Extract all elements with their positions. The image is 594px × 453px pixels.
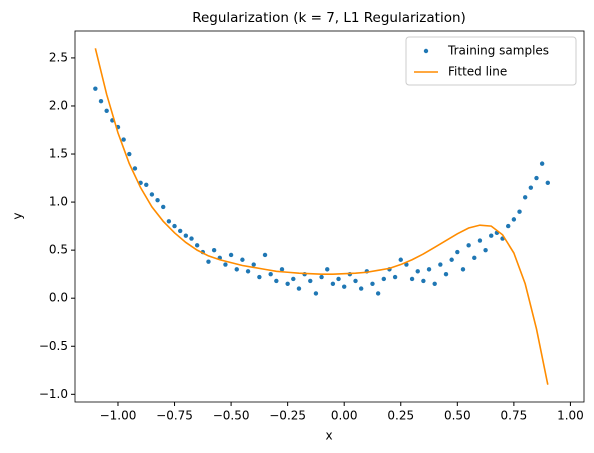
scatter-point — [166, 219, 172, 224]
scatter-point — [93, 86, 98, 91]
scatter-point — [223, 262, 228, 267]
y-tick-label: 1.0 — [49, 195, 68, 209]
scatter-point — [257, 274, 262, 280]
scatter-point — [183, 233, 189, 238]
x-axis-label: x — [325, 429, 332, 443]
scatter-point — [121, 137, 126, 142]
scatter-point — [432, 281, 437, 286]
x-tick-label: 0.75 — [501, 409, 528, 423]
y-tick-label: 2.0 — [49, 98, 68, 112]
scatter-point — [539, 161, 545, 166]
scatter-point — [177, 228, 183, 234]
scatter-point — [325, 267, 330, 272]
scatter-point — [517, 209, 522, 214]
legend-label: Training samples — [447, 44, 549, 58]
legend-label: Fitted line — [448, 65, 507, 79]
y-tick-label: 2.5 — [49, 50, 68, 64]
scatter-point — [511, 217, 517, 222]
scatter-point — [127, 151, 132, 157]
y-tick-label: −0.5 — [39, 339, 68, 353]
x-tick-label: 0.50 — [444, 409, 471, 423]
scatter-point — [370, 281, 375, 286]
scatter-point — [455, 249, 460, 255]
x-tick-label: −1.00 — [100, 409, 137, 423]
scatter-point — [358, 286, 364, 291]
scatter-point — [155, 197, 160, 203]
scatter-point — [443, 271, 449, 277]
scatter-point — [296, 286, 302, 291]
scatter-point — [285, 281, 290, 286]
legend-box — [405, 36, 577, 86]
scatter-point — [194, 243, 200, 248]
scatter-point — [228, 252, 234, 258]
axes-frame — [74, 30, 585, 403]
scatter-point — [353, 278, 358, 284]
fitted-line — [94, 48, 549, 385]
scatter-point — [421, 278, 426, 284]
y-axis-label: y — [11, 212, 25, 219]
scatter-point — [104, 108, 109, 113]
scatter-point — [262, 252, 268, 258]
scatter-point — [409, 276, 415, 282]
scatter-point — [308, 278, 313, 284]
scatter-point — [189, 236, 194, 241]
scatter-point — [251, 262, 256, 267]
scatter-point — [522, 195, 528, 200]
y-tick-label: 1.5 — [49, 147, 68, 161]
x-tick-label: 0.00 — [331, 409, 358, 423]
scatter-point — [466, 243, 471, 248]
scatter-point — [545, 180, 551, 186]
legend-marker — [423, 48, 429, 54]
scatter-point — [161, 204, 166, 210]
scatter-point — [245, 269, 251, 274]
scatter-point — [132, 166, 138, 171]
scatter-point — [342, 284, 347, 289]
scatter-point — [240, 257, 245, 262]
scatter-point — [392, 274, 398, 280]
y-tick-label: −1.0 — [39, 387, 68, 401]
scatter-point — [144, 182, 149, 187]
scatter-point — [291, 276, 296, 282]
scatter-point — [438, 262, 443, 267]
scatter-point — [528, 185, 534, 190]
scatter-point — [472, 255, 477, 261]
scatter-point — [279, 267, 285, 272]
scatter-point — [415, 269, 420, 274]
scatter-point — [268, 271, 273, 277]
chart-title: Regularization (k = 7, L1 Regularization… — [192, 10, 466, 26]
scatter-point — [506, 223, 511, 229]
x-tick-label: 0.25 — [387, 409, 414, 423]
x-tick-label: 1.00 — [557, 409, 584, 423]
x-tick-label: −0.50 — [213, 409, 250, 423]
scatter-point — [172, 223, 177, 229]
y-tick-label: 0.5 — [49, 243, 68, 257]
scatter-point — [149, 192, 155, 197]
scatter-point — [449, 257, 454, 262]
y-tick-label: 0.0 — [49, 291, 68, 305]
scatter-point — [489, 233, 494, 238]
scatter-point — [477, 238, 483, 243]
scatter-point — [313, 291, 319, 296]
scatter-point — [426, 267, 432, 272]
scatter-point — [460, 267, 466, 272]
scatter-point — [375, 291, 381, 296]
scatter-point — [381, 276, 386, 282]
scatter-point — [330, 281, 336, 286]
scatter-point — [319, 274, 324, 280]
x-tick-label: −0.75 — [156, 409, 193, 423]
scatter-point — [206, 259, 211, 264]
scatter-point — [398, 257, 403, 262]
x-tick-label: −0.25 — [269, 409, 306, 423]
scatter-point — [211, 247, 217, 253]
scatter-point — [534, 175, 539, 181]
scatter-point — [336, 276, 341, 282]
scatter-point — [274, 278, 279, 284]
scatter-point — [483, 247, 488, 253]
scatter-point — [98, 98, 104, 104]
scatter-point — [234, 267, 239, 272]
